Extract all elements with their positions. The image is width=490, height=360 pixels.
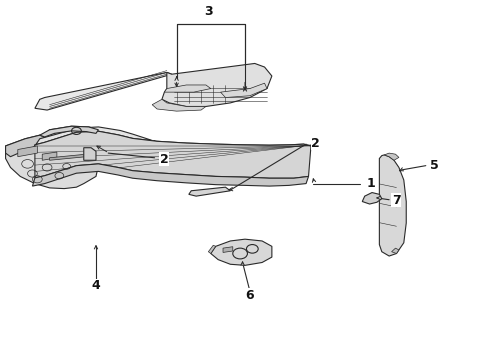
Polygon shape: [152, 99, 206, 111]
Polygon shape: [392, 248, 399, 253]
Polygon shape: [5, 126, 108, 189]
Polygon shape: [49, 154, 86, 160]
Polygon shape: [223, 247, 233, 252]
Polygon shape: [162, 63, 272, 107]
Polygon shape: [211, 239, 272, 265]
Polygon shape: [164, 85, 211, 92]
Text: 6: 6: [245, 289, 254, 302]
Text: 1: 1: [367, 177, 375, 190]
Text: 3: 3: [204, 5, 213, 18]
Polygon shape: [42, 152, 57, 160]
Polygon shape: [40, 126, 98, 137]
Polygon shape: [384, 153, 399, 160]
Text: 2: 2: [312, 136, 320, 149]
Text: 2: 2: [160, 153, 169, 166]
Polygon shape: [208, 245, 216, 253]
Polygon shape: [35, 127, 311, 149]
Polygon shape: [189, 187, 230, 196]
Text: 3: 3: [204, 3, 213, 16]
Polygon shape: [18, 146, 37, 157]
Text: 7: 7: [392, 194, 401, 207]
Text: 5: 5: [430, 159, 439, 172]
Polygon shape: [35, 131, 311, 178]
Polygon shape: [32, 164, 309, 186]
Polygon shape: [379, 155, 406, 256]
Text: 4: 4: [92, 279, 100, 292]
Polygon shape: [220, 83, 267, 98]
Polygon shape: [362, 193, 382, 204]
Polygon shape: [35, 72, 171, 110]
Polygon shape: [84, 148, 96, 160]
Polygon shape: [5, 135, 45, 157]
